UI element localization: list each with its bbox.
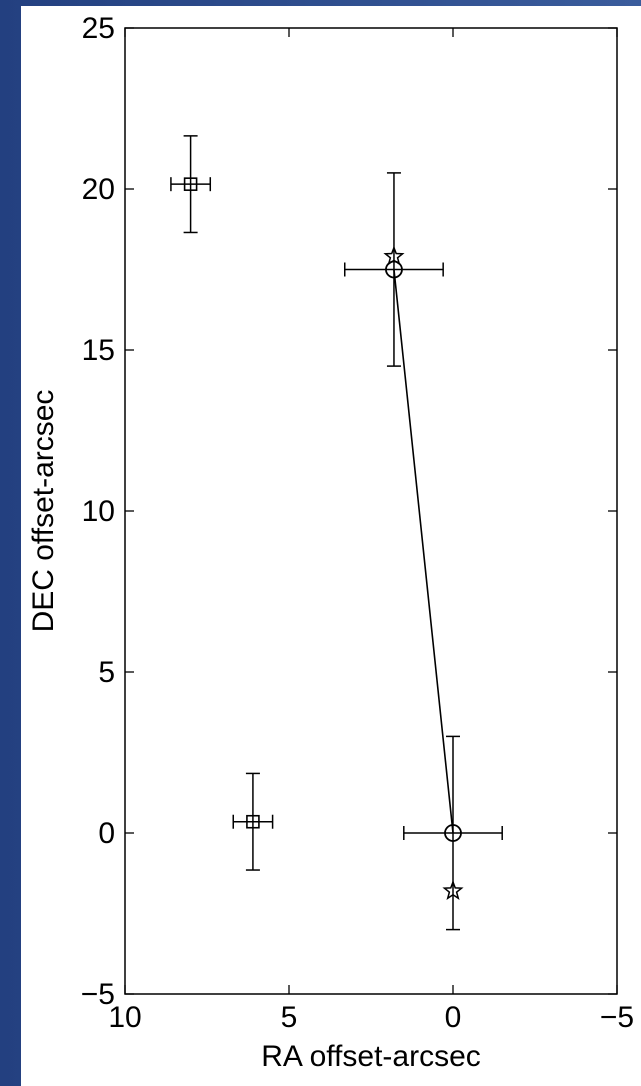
circle-marker: [385, 260, 403, 279]
x-tick-label: −5: [600, 1001, 634, 1034]
y-tick-label: 20: [82, 173, 115, 206]
x-axis-title: RA offset-arcsec: [261, 1040, 481, 1073]
star-marker: [383, 245, 405, 266]
y-tick-label: 25: [82, 12, 115, 45]
circle-marker: [444, 824, 462, 842]
y-axis-title: DEC offset-arcsec: [27, 390, 60, 633]
y-tick-label: 0: [98, 817, 115, 850]
y-tick-label: 5: [98, 656, 115, 689]
x-tick-label: 10: [108, 1001, 141, 1034]
scatter-chart: 10 5 0 −5 −5 0 5 10 15 20 25 RA offset-arcsec DEC …: [27, 12, 634, 1073]
plot-frame: [124, 27, 618, 995]
x-tick-label: 0: [445, 1001, 462, 1034]
y-tick-label: −5: [81, 978, 115, 1011]
y-tick-label: 15: [82, 334, 115, 367]
square-marker: [246, 814, 260, 829]
y-tick-label: 10: [82, 495, 115, 528]
x-tick-label: 5: [281, 1001, 298, 1034]
chart-panel: 10 5 0 −5 −5 0 5 10 15 20 25 RA offset-arcsec DEC …: [21, 6, 641, 1086]
square-marker: [183, 177, 198, 191]
star-marker: [442, 879, 464, 900]
connecting-line: [393, 269, 454, 834]
